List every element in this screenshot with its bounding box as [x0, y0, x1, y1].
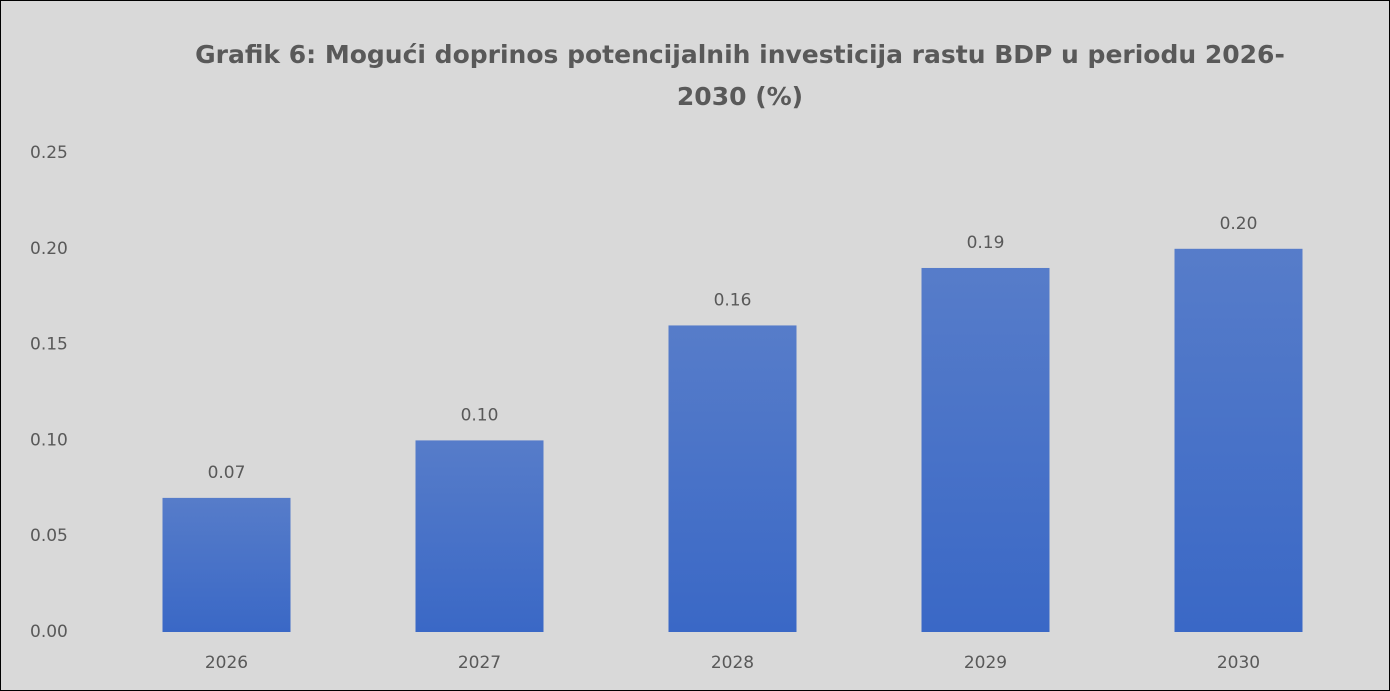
bar — [1174, 248, 1303, 633]
x-tick-label: 2027 — [458, 653, 501, 673]
x-tick-label: 2029 — [964, 653, 1007, 673]
y-tick-label: 0.20 — [30, 239, 68, 259]
value-label: 0.07 — [208, 463, 246, 483]
bar — [921, 267, 1050, 632]
value-label: 0.19 — [967, 233, 1005, 253]
bar — [668, 325, 797, 632]
y-tick-label: 0.10 — [30, 430, 68, 450]
bar — [162, 497, 291, 632]
y-tick-label: 0.25 — [30, 143, 68, 163]
y-tick-label: 0.15 — [30, 335, 68, 355]
x-tick-label: 2026 — [205, 653, 248, 673]
x-tick-label: 2030 — [1217, 653, 1260, 673]
chart-title: Grafik 6: Mogući doprinos potencijalnih … — [195, 40, 1285, 111]
y-tick-label: 0.00 — [30, 622, 68, 642]
x-tick-label: 2028 — [711, 653, 754, 673]
value-label: 0.16 — [714, 290, 752, 310]
value-label: 0.10 — [461, 405, 499, 425]
value-label: 0.20 — [1220, 214, 1258, 234]
y-tick-label: 0.05 — [30, 526, 68, 546]
bar — [415, 440, 544, 632]
